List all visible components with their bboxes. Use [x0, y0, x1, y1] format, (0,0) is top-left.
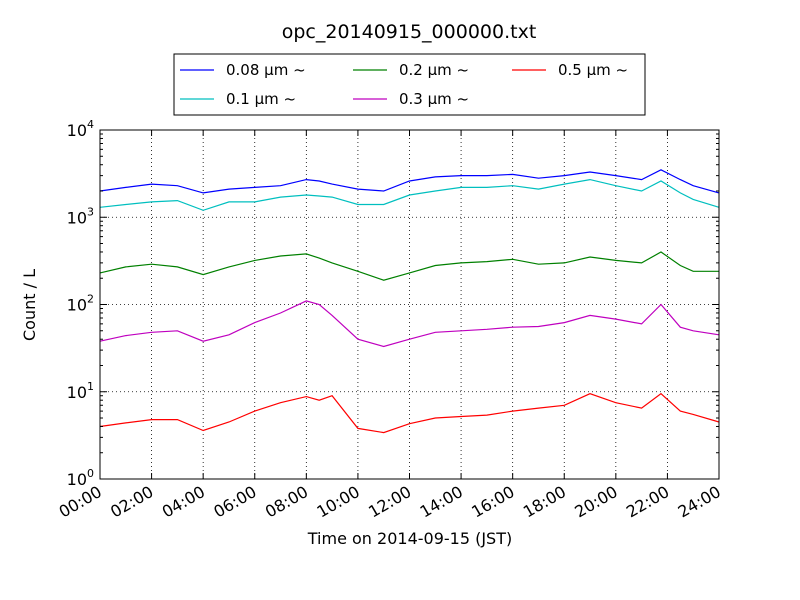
series-line-1 [99, 178, 720, 211]
y-tick-base: 10 [67, 383, 87, 402]
x-tick-label: 02:00 [107, 482, 156, 522]
x-tick-label: 14:00 [417, 482, 466, 522]
x-tick-label: 04:00 [159, 482, 208, 522]
x-tick-label: 24:00 [675, 482, 724, 522]
y-tick-base: 10 [67, 296, 87, 315]
y-tick-base: 10 [67, 470, 87, 489]
legend-label: 0.3 μm ~ [399, 90, 469, 108]
x-tick-label: 10:00 [313, 482, 362, 522]
y-tick-base: 10 [67, 121, 87, 140]
x-axis-label: Time on 2014-09-15 (JST) [307, 529, 512, 548]
y-tick-label: 100 [67, 467, 94, 489]
series-line-3 [99, 300, 720, 348]
legend-box [173, 53, 646, 116]
series-line-2 [99, 251, 719, 281]
x-tick-label: 08:00 [262, 482, 311, 522]
x-tick-label: 12:00 [365, 482, 414, 522]
y-tick-exponent: 2 [87, 293, 94, 306]
x-tick-label: 16:00 [468, 482, 517, 522]
y-tick-label: 103 [67, 205, 94, 227]
plot-area [99, 129, 720, 480]
x-tick-labels: 00:00 02:00 04:00 06:00 08:00 10:00 12:00 14:00… [56, 482, 724, 522]
legend: 0.08 μm ~ 0.1 μm ~ 0.2 μm ~ 0.3 μm ~ 0.5 μm … [173, 53, 646, 116]
y-tick-label: 101 [67, 380, 94, 402]
y-tick-exponent: 4 [87, 118, 94, 131]
y-tick-exponent: 0 [87, 467, 94, 480]
x-tick-label: 18:00 [520, 482, 569, 522]
x-tick-label: 20:00 [571, 482, 620, 522]
x-tick-label: 06:00 [210, 482, 259, 522]
y-tick-base: 10 [67, 208, 87, 227]
series-layer [99, 169, 720, 434]
y-tick-exponent: 1 [87, 380, 94, 393]
ticks [99, 129, 720, 480]
chart-title: opc_20140915_000000.txt [282, 21, 537, 43]
legend-label: 0.5 μm ~ [558, 61, 628, 79]
legend-label: 0.08 μm ~ [226, 61, 306, 79]
legend-label: 0.1 μm ~ [226, 90, 296, 108]
series-line-4 [99, 392, 720, 434]
x-tick-label: 22:00 [623, 482, 672, 522]
series-line-0 [99, 169, 720, 194]
y-axis-label: Count / L [20, 269, 39, 341]
y-tick-label: 104 [67, 118, 94, 140]
legend-label: 0.2 μm ~ [399, 61, 469, 79]
y-tick-label: 102 [67, 293, 94, 315]
y-tick-exponent: 3 [87, 205, 94, 218]
